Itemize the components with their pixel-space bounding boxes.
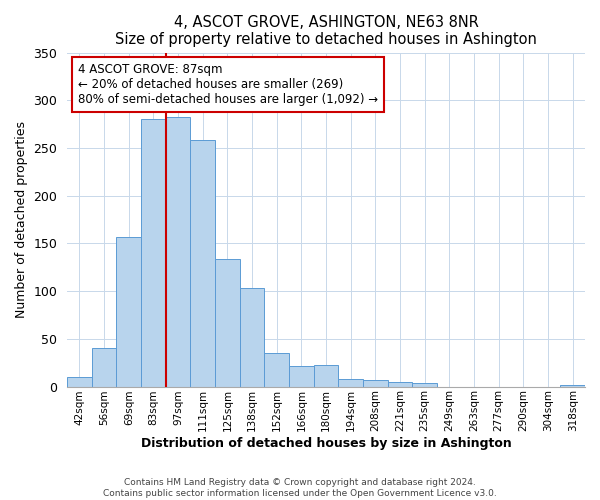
Bar (240, 288, 265, 386)
Text: Contains HM Land Registry data © Crown copyright and database right 2024.
Contai: Contains HM Land Registry data © Crown c… (103, 478, 497, 498)
Y-axis label: Number of detached properties: Number of detached properties (15, 121, 28, 318)
Bar (215, 258, 240, 386)
Bar (190, 140, 215, 386)
Bar (166, 116, 190, 386)
Title: 4, ASCOT GROVE, ASHINGTON, NE63 8NR
Size of property relative to detached houses: 4, ASCOT GROVE, ASHINGTON, NE63 8NR Size… (115, 15, 537, 48)
Bar (388, 382, 412, 386)
Bar (363, 380, 388, 386)
Bar (289, 366, 314, 386)
X-axis label: Distribution of detached houses by size in Ashington: Distribution of detached houses by size … (141, 437, 511, 450)
Bar (92, 348, 116, 387)
Bar (116, 237, 141, 386)
Bar (338, 379, 363, 386)
Bar (141, 120, 166, 386)
Bar (412, 382, 437, 386)
Bar (67, 377, 92, 386)
Bar (265, 353, 289, 386)
Text: 4 ASCOT GROVE: 87sqm
← 20% of detached houses are smaller (269)
80% of semi-deta: 4 ASCOT GROVE: 87sqm ← 20% of detached h… (77, 62, 377, 106)
Bar (314, 364, 338, 386)
Bar (560, 384, 585, 386)
